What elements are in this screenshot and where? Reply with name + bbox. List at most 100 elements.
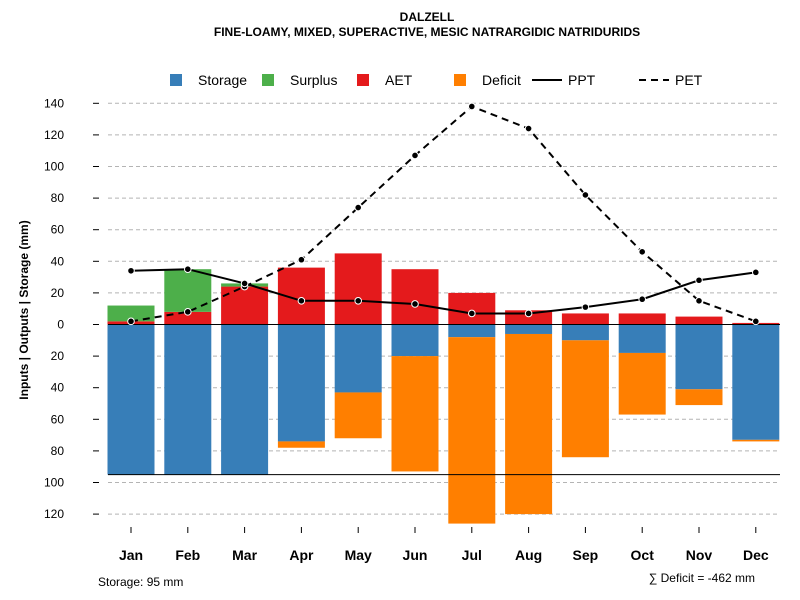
- pet-line: [130, 105, 757, 323]
- y-tick-label: 140: [44, 96, 64, 110]
- deficit-bar: [732, 439, 780, 442]
- ppt-point: [638, 295, 647, 304]
- legend-label: PET: [675, 72, 703, 88]
- y-tick-label: 120: [44, 128, 64, 142]
- legend-label: Storage: [198, 72, 247, 88]
- chart-title: DALZELL: [400, 10, 455, 24]
- x-tick-label: Aug: [515, 547, 542, 563]
- pet-point: [297, 255, 306, 264]
- deficit-bar: [334, 392, 382, 439]
- aet-bar: [561, 313, 609, 325]
- y-tick-label: 60: [51, 223, 65, 237]
- storage-bar: [505, 324, 553, 334]
- ppt-point: [354, 297, 363, 305]
- x-tick-label: May: [345, 547, 372, 563]
- y-tick-label: 80: [51, 191, 65, 205]
- storage-bar: [675, 324, 723, 390]
- deficit-bar: [391, 356, 439, 472]
- aet-bar: [221, 286, 269, 325]
- ppt-point: [411, 300, 419, 308]
- y-tick-label: 20: [51, 349, 65, 363]
- x-tick-label: Jan: [119, 547, 143, 563]
- storage-bar: [334, 324, 382, 393]
- x-tick-label: Dec: [743, 547, 769, 563]
- legend-swatch: [170, 74, 182, 86]
- x-tick-label: Jul: [462, 547, 482, 563]
- y-tick-label: 100: [44, 476, 64, 490]
- ppt-line: [130, 268, 756, 315]
- pet-point: [127, 317, 135, 326]
- footer-storage: Storage: 95 mm: [98, 575, 183, 589]
- pet-point: [524, 124, 533, 133]
- ppt-point: [184, 265, 192, 274]
- storage-bar: [561, 324, 609, 341]
- ppt-point: [695, 276, 703, 285]
- x-tick-label: Apr: [289, 547, 314, 563]
- aet-bar: [675, 316, 723, 325]
- pet-point: [695, 297, 703, 305]
- chart-subtitle: FINE-LOAMY, MIXED, SUPERACTIVE, MESIC NA…: [214, 25, 640, 39]
- aet-bar: [334, 253, 382, 325]
- y-tick-label: 60: [51, 412, 65, 426]
- y-tick-label: 120: [44, 507, 64, 521]
- pet-point: [468, 102, 476, 111]
- deficit-bar: [505, 333, 553, 515]
- lines: [127, 102, 760, 326]
- pet-point: [411, 151, 419, 160]
- pet-point: [184, 308, 192, 316]
- storage-bar: [221, 324, 269, 475]
- deficit-bar: [448, 337, 496, 524]
- legend-swatch: [454, 74, 466, 86]
- legend: Storage Surplus AET Deficit PPT PET: [170, 72, 703, 88]
- y-axis-label: Inputs | Outputs | Storage (mm): [17, 220, 31, 399]
- gridlines: [108, 102, 780, 515]
- aet-bar: [448, 292, 496, 325]
- y-tick-label: 20: [51, 286, 65, 300]
- surplus-bar: [107, 305, 155, 322]
- deficit-bar: [277, 441, 325, 448]
- storage-bar: [164, 324, 212, 475]
- ppt-point: [524, 309, 533, 318]
- legend-swatch: [262, 74, 274, 86]
- y-tick-label: 40: [51, 381, 65, 395]
- x-tick-label: Mar: [232, 547, 257, 563]
- ppt-point: [127, 266, 135, 275]
- x-tick-label: Sep: [573, 547, 599, 563]
- legend-label: AET: [385, 72, 413, 88]
- x-tick-label: Oct: [631, 547, 655, 563]
- storage-bar: [732, 324, 780, 440]
- x-axis: Jan Feb Mar Apr May Jun Jul Aug Sep Oct Nov Dec: [119, 527, 769, 563]
- storage-bar: [618, 324, 666, 353]
- pet-point: [752, 317, 760, 326]
- x-tick-label: Nov: [686, 547, 713, 563]
- deficit-bar: [561, 340, 609, 458]
- ppt-point: [752, 268, 760, 277]
- bars: [107, 253, 780, 524]
- y-tick-label: 80: [51, 444, 65, 458]
- ppt-point: [581, 303, 590, 311]
- storage-bar: [391, 324, 439, 357]
- pet-point: [354, 203, 363, 212]
- ppt-point: [297, 297, 306, 305]
- ppt-point: [468, 309, 476, 318]
- footer-deficit-sum: ∑ Deficit = -462 mm: [649, 571, 755, 585]
- aet-bar: [164, 311, 212, 325]
- pet-point: [638, 248, 647, 256]
- y-axis: 140 120 100 80 60 40 20 0 20 40 60 80 100 120: [44, 96, 99, 521]
- storage-bar: [107, 324, 155, 475]
- pet-point: [581, 191, 590, 199]
- ppt-point: [240, 279, 249, 288]
- y-tick-label: 0: [57, 318, 64, 332]
- storage-bar: [277, 324, 325, 442]
- aet-bar: [391, 269, 439, 325]
- legend-label: PPT: [568, 72, 596, 88]
- y-tick-label: 40: [51, 254, 65, 268]
- y-tick-label: 100: [44, 160, 64, 174]
- legend-label: Deficit: [482, 72, 521, 88]
- x-tick-label: Feb: [175, 547, 200, 563]
- deficit-bar: [675, 389, 723, 406]
- legend-swatch: [357, 74, 369, 86]
- x-tick-label: Jun: [403, 547, 428, 563]
- deficit-bar: [618, 352, 666, 415]
